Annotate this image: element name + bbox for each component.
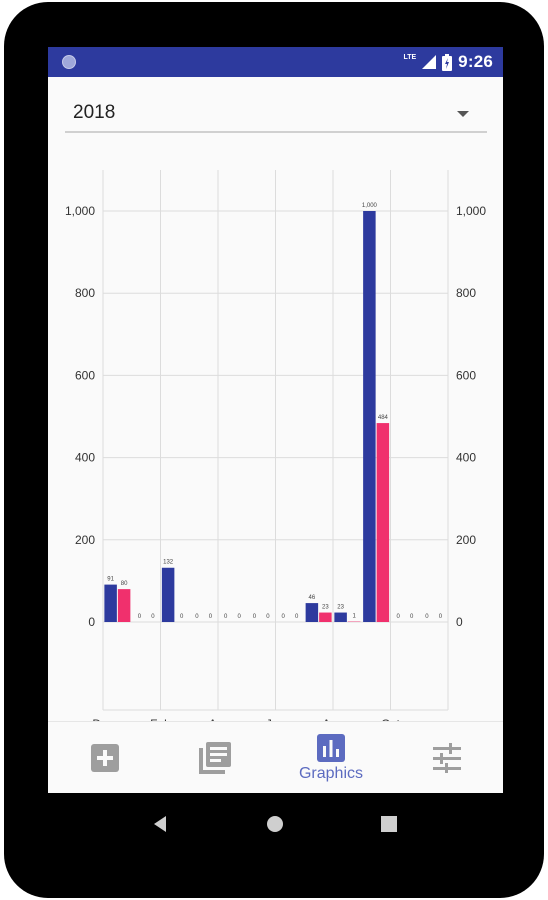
data-label-entry: 0 xyxy=(224,614,228,620)
status-bar: LTE 9:26 xyxy=(48,47,503,77)
tune-icon xyxy=(433,743,461,773)
nav-graphics-label: Graphics xyxy=(298,765,364,782)
bar-spending xyxy=(319,612,332,622)
home-icon[interactable] xyxy=(267,816,283,832)
bar-entry xyxy=(161,567,175,622)
bar-entry xyxy=(334,612,347,622)
y-tick-label-right: 600 xyxy=(456,368,476,382)
nav-add[interactable] xyxy=(70,722,140,793)
y-tick-label-left: 800 xyxy=(75,286,95,300)
nav-list[interactable] xyxy=(180,722,250,793)
y-tick-label-right: 1,000 xyxy=(456,204,486,218)
data-label-entry: 0 xyxy=(138,614,142,620)
battery-icon xyxy=(442,53,453,71)
back-icon[interactable] xyxy=(154,816,166,832)
nav-settings[interactable] xyxy=(412,722,482,793)
bar-entry xyxy=(363,211,376,622)
data-label-spending: 80 xyxy=(121,581,128,587)
data-label-spending: 0 xyxy=(151,614,155,620)
recents-icon[interactable] xyxy=(381,816,397,832)
system-nav-bar xyxy=(154,816,397,832)
y-tick-label-left: 600 xyxy=(75,368,95,382)
data-label-entry: 91 xyxy=(107,577,114,583)
y-tick-label-left: 200 xyxy=(75,533,95,547)
data-label-spending: 0 xyxy=(209,614,213,620)
data-label-entry: 0 xyxy=(396,614,400,620)
year-dropdown[interactable]: 2018 xyxy=(65,99,487,133)
data-label-entry: 46 xyxy=(309,595,316,601)
bar-entry xyxy=(104,584,117,622)
app-screen: LTE 9:26 2018 0 0 200 200 400 400 600 600 800 800… xyxy=(48,47,503,793)
y-tick-label-left: 400 xyxy=(75,451,95,465)
bar-entry xyxy=(305,603,319,622)
clock: 9:26 xyxy=(458,52,493,71)
bar-chart-icon xyxy=(317,734,345,762)
bar-spending xyxy=(117,589,131,622)
dropdown-arrow-icon xyxy=(457,111,469,117)
y-tick-label-right: 400 xyxy=(456,451,476,465)
nav-graphics[interactable]: Graphics xyxy=(288,722,374,793)
list-icon xyxy=(199,742,231,774)
data-label-spending: 0 xyxy=(266,614,270,620)
add-box-icon xyxy=(91,744,119,772)
data-label-entry: 1,000 xyxy=(362,203,378,209)
bottom-navigation: Graphics xyxy=(48,721,503,793)
data-label-spending: 0 xyxy=(180,614,184,620)
y-tick-label-right: 800 xyxy=(456,286,476,300)
y-tick-label-right: 0 xyxy=(456,615,463,629)
network-type: LTE xyxy=(403,53,417,61)
data-label-spending: 1 xyxy=(352,614,356,620)
data-label-spending: 0 xyxy=(439,614,443,620)
data-label-entry: 0 xyxy=(253,614,257,620)
data-label-entry: 23 xyxy=(337,605,344,611)
data-label-entry: 0 xyxy=(281,614,285,620)
notification-icon xyxy=(62,55,76,69)
data-label-spending: 484 xyxy=(378,415,389,421)
signal-icon xyxy=(422,55,437,69)
data-label-entry: 132 xyxy=(163,560,174,566)
data-label-spending: 0 xyxy=(237,614,241,620)
y-tick-label-right: 200 xyxy=(456,533,476,547)
data-label-entry: 0 xyxy=(195,614,199,620)
data-label-spending: 0 xyxy=(410,614,414,620)
bar-spending xyxy=(376,423,390,622)
data-label-spending: 0 xyxy=(295,614,299,620)
year-value: 2018 xyxy=(73,102,116,123)
y-tick-label-left: 1,000 xyxy=(65,204,95,218)
y-tick-label-left: 0 xyxy=(88,615,95,629)
data-label-spending: 23 xyxy=(322,605,329,611)
status-indicators: LTE 9:26 xyxy=(403,47,493,77)
data-label-entry: 0 xyxy=(425,614,429,620)
